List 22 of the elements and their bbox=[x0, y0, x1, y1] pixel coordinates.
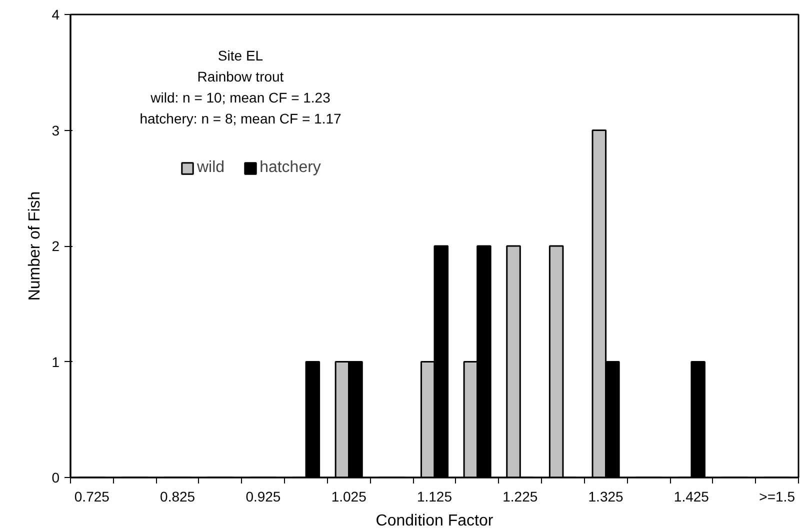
x-tick-label: 1.125 bbox=[416, 488, 452, 504]
x-tick-label: 1.325 bbox=[588, 488, 624, 504]
x-tick-label: 1.025 bbox=[331, 488, 367, 504]
x-tick-label: 0.925 bbox=[246, 488, 281, 504]
legend-label: wild bbox=[197, 159, 225, 177]
y-axis-title: Number of Fish bbox=[26, 191, 44, 301]
x-tick-label: >=1.5 bbox=[759, 488, 796, 504]
x-tick-label: 1.225 bbox=[502, 488, 538, 504]
annotation: Site EL bbox=[218, 48, 264, 64]
x-tick-label: 1.425 bbox=[674, 488, 710, 504]
x-tick-label: 0.825 bbox=[160, 488, 196, 504]
annotation: hatchery: n = 8; mean CF = 1.17 bbox=[140, 110, 342, 126]
y-tick-label: 4 bbox=[52, 6, 60, 22]
y-tick-label: 1 bbox=[52, 354, 60, 370]
annotation: wild: n = 10; mean CF = 1.23 bbox=[150, 90, 331, 106]
x-tick-label: 0.725 bbox=[74, 488, 110, 504]
x-axis-title: Condition Factor bbox=[376, 512, 494, 530]
y-tick-label: 3 bbox=[52, 122, 60, 138]
y-tick-label: 0 bbox=[52, 470, 60, 486]
legend-label: hatchery bbox=[260, 159, 321, 177]
annotation: Rainbow trout bbox=[197, 68, 284, 84]
y-tick-label: 2 bbox=[52, 238, 60, 254]
